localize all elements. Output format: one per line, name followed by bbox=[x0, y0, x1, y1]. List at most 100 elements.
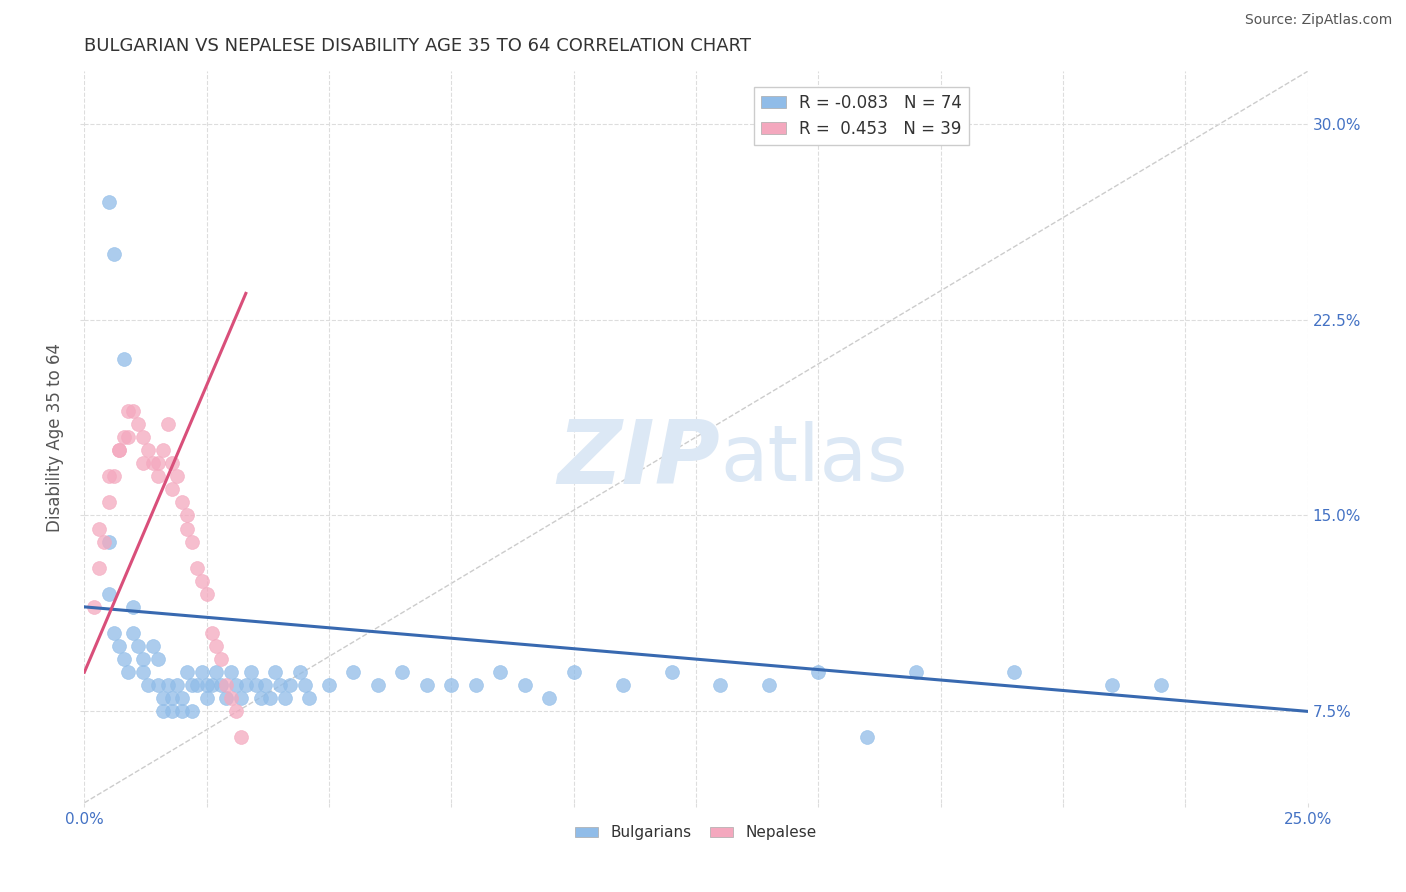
Point bbox=[191, 574, 214, 588]
Point bbox=[612, 678, 634, 692]
Point bbox=[1002, 665, 1025, 680]
Point bbox=[181, 534, 204, 549]
Point bbox=[156, 678, 179, 692]
Point bbox=[112, 652, 135, 666]
Point bbox=[103, 626, 125, 640]
Point bbox=[136, 443, 159, 458]
Point bbox=[269, 678, 291, 692]
Point bbox=[132, 456, 155, 470]
Text: ZIP: ZIP bbox=[558, 416, 720, 502]
Point bbox=[464, 678, 486, 692]
Point bbox=[107, 443, 129, 458]
Point bbox=[166, 678, 188, 692]
Point bbox=[132, 430, 155, 444]
Point bbox=[513, 678, 536, 692]
Point bbox=[93, 534, 115, 549]
Point bbox=[278, 678, 301, 692]
Point bbox=[142, 639, 165, 653]
Point bbox=[215, 678, 238, 692]
Point bbox=[205, 665, 228, 680]
Point bbox=[661, 665, 683, 680]
Point bbox=[146, 652, 169, 666]
Point bbox=[146, 456, 169, 470]
Point bbox=[162, 483, 184, 497]
Point bbox=[254, 678, 277, 692]
Point bbox=[200, 678, 222, 692]
Point bbox=[176, 521, 198, 535]
Point bbox=[117, 430, 139, 444]
Point bbox=[97, 534, 120, 549]
Point bbox=[562, 665, 585, 680]
Point bbox=[146, 469, 169, 483]
Point bbox=[97, 469, 120, 483]
Point bbox=[219, 691, 242, 706]
Point bbox=[209, 652, 232, 666]
Point bbox=[146, 678, 169, 692]
Point bbox=[122, 626, 145, 640]
Point bbox=[162, 456, 184, 470]
Point bbox=[225, 705, 247, 719]
Point bbox=[186, 678, 208, 692]
Point bbox=[274, 691, 297, 706]
Point bbox=[162, 691, 184, 706]
Y-axis label: Disability Age 35 to 64: Disability Age 35 to 64 bbox=[46, 343, 65, 532]
Point bbox=[342, 665, 364, 680]
Point bbox=[440, 678, 463, 692]
Point bbox=[142, 456, 165, 470]
Point bbox=[1101, 678, 1123, 692]
Point bbox=[191, 665, 214, 680]
Point bbox=[298, 691, 321, 706]
Point bbox=[249, 691, 271, 706]
Point bbox=[97, 587, 120, 601]
Point bbox=[107, 443, 129, 458]
Point bbox=[1150, 678, 1173, 692]
Point bbox=[245, 678, 267, 692]
Text: BULGARIAN VS NEPALESE DISABILITY AGE 35 TO 64 CORRELATION CHART: BULGARIAN VS NEPALESE DISABILITY AGE 35 … bbox=[84, 37, 751, 54]
Point bbox=[205, 639, 228, 653]
Point bbox=[112, 430, 135, 444]
Point bbox=[239, 665, 262, 680]
Point bbox=[117, 665, 139, 680]
Point bbox=[209, 678, 232, 692]
Point bbox=[107, 639, 129, 653]
Text: Source: ZipAtlas.com: Source: ZipAtlas.com bbox=[1244, 13, 1392, 28]
Point bbox=[166, 469, 188, 483]
Point bbox=[87, 521, 110, 535]
Point bbox=[195, 678, 218, 692]
Point bbox=[112, 351, 135, 366]
Text: atlas: atlas bbox=[720, 421, 908, 497]
Point bbox=[117, 404, 139, 418]
Point bbox=[181, 678, 204, 692]
Point bbox=[229, 731, 252, 745]
Point bbox=[264, 665, 287, 680]
Point bbox=[176, 508, 198, 523]
Point bbox=[132, 665, 155, 680]
Point bbox=[538, 691, 561, 706]
Point bbox=[215, 691, 238, 706]
Point bbox=[152, 705, 174, 719]
Point bbox=[103, 469, 125, 483]
Point bbox=[200, 626, 222, 640]
Point bbox=[181, 705, 204, 719]
Point bbox=[162, 705, 184, 719]
Point bbox=[905, 665, 928, 680]
Point bbox=[259, 691, 281, 706]
Point bbox=[367, 678, 389, 692]
Point bbox=[156, 417, 179, 431]
Point bbox=[122, 404, 145, 418]
Point bbox=[294, 678, 316, 692]
Point bbox=[709, 678, 731, 692]
Point bbox=[132, 652, 155, 666]
Point bbox=[172, 691, 194, 706]
Point bbox=[856, 731, 879, 745]
Point bbox=[318, 678, 340, 692]
Point bbox=[391, 665, 413, 680]
Point bbox=[195, 587, 218, 601]
Point bbox=[152, 691, 174, 706]
Point bbox=[97, 194, 120, 209]
Point bbox=[195, 691, 218, 706]
Point bbox=[186, 560, 208, 574]
Point bbox=[235, 678, 257, 692]
Point bbox=[172, 495, 194, 509]
Point bbox=[122, 599, 145, 614]
